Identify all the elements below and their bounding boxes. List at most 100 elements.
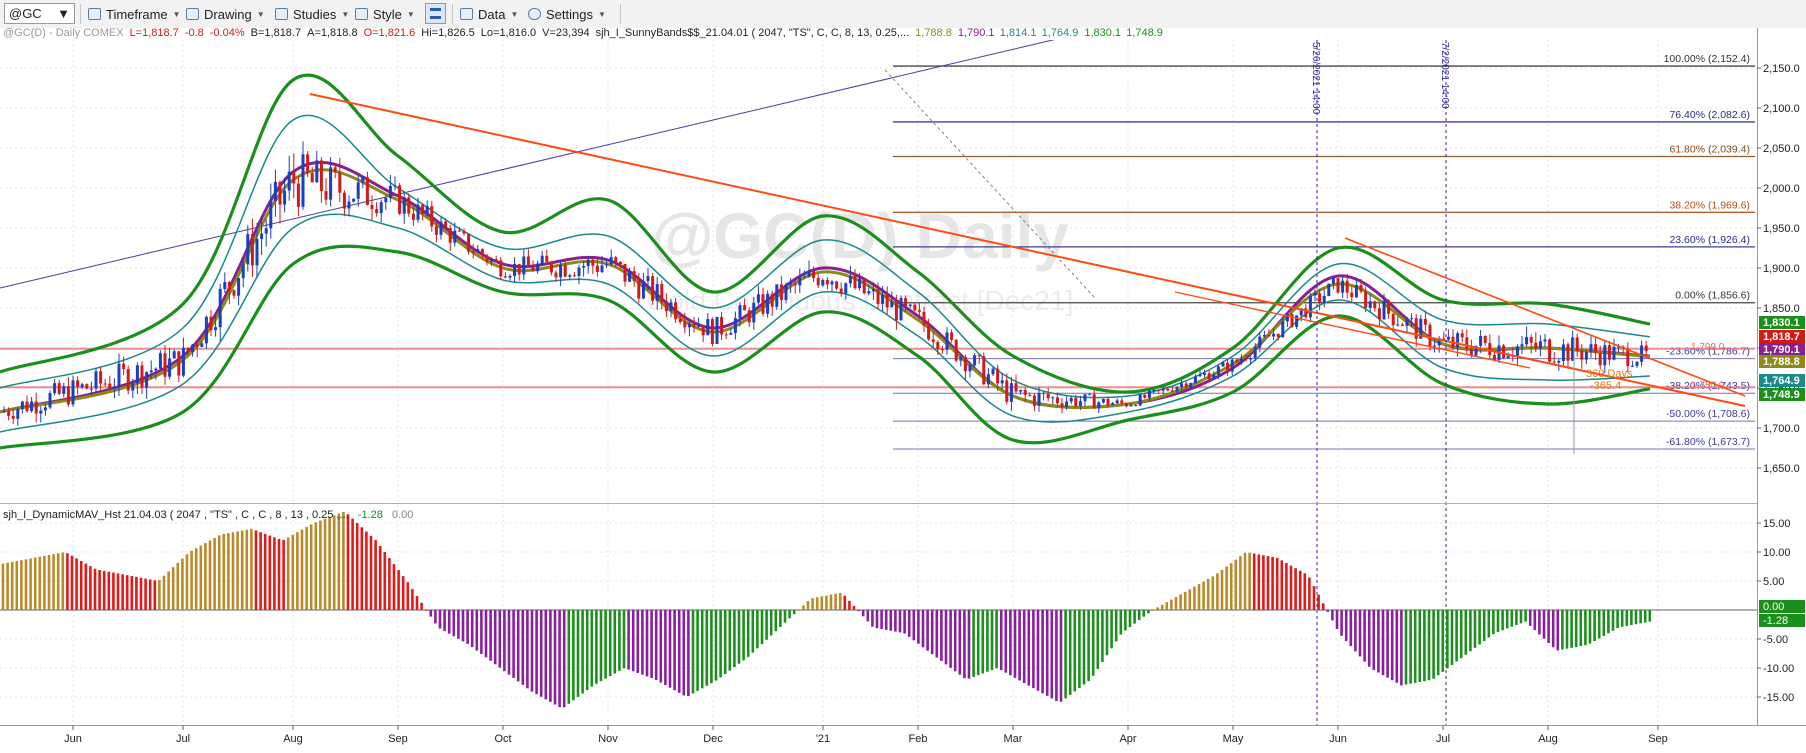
histogram-bar [236, 531, 239, 610]
layout-toggle-button[interactable] [425, 3, 446, 24]
drawing-button[interactable]: Drawing ▼ [186, 4, 265, 24]
price-bar [1488, 343, 1492, 356]
histogram-bar [733, 610, 736, 668]
histogram-bar [549, 610, 552, 702]
timeframe-button[interactable]: Timeframe ▼ [88, 4, 181, 24]
price-bar [1345, 280, 1349, 293]
histogram-bar [176, 562, 180, 610]
price-bar [66, 386, 70, 405]
studies-icon [275, 8, 288, 20]
histogram-bar [1625, 610, 1629, 626]
price-bar [154, 368, 158, 371]
price-bar [103, 383, 107, 385]
price-bars [2, 141, 1648, 426]
histogram-bar [273, 537, 276, 610]
price-bar [1336, 278, 1340, 293]
histogram-bar [378, 546, 382, 610]
histogram-bar [1289, 565, 1293, 610]
price-bar [1078, 401, 1082, 406]
study-value: 1,748.9 [1126, 28, 1163, 39]
histogram-bar [1634, 610, 1638, 625]
price-bar [848, 275, 852, 284]
chevron-down-icon[interactable]: ▼ [57, 6, 70, 21]
chart-canvas[interactable]: @GC(D) Daily Gold Continuous Contract [D… [0, 28, 1806, 753]
histogram-bar [1372, 610, 1376, 670]
price-bar [1299, 308, 1303, 316]
price-bar [434, 226, 438, 235]
time-axis[interactable]: Jun Jul Aug Sep Oct Nov Dec '21 Feb Mar Apr May Jun J… [64, 725, 1668, 745]
indicator-zero-badge-bg [1759, 600, 1805, 613]
price-bar [1598, 352, 1602, 366]
histogram-bar [29, 558, 32, 610]
trend-line-purple [0, 40, 1055, 289]
data-button[interactable]: Data ▼ [460, 4, 518, 24]
price-bar [379, 202, 383, 214]
histogram-bar [217, 535, 221, 610]
histogram-bar [1229, 563, 1233, 610]
histogram-bar [1455, 610, 1458, 662]
price-badge: 1,790.1 [1763, 344, 1800, 356]
time-tick-label: Dec [703, 733, 723, 745]
price-bar [605, 264, 609, 266]
histogram-bar [75, 558, 78, 610]
price-bar [278, 181, 282, 205]
histogram-bar [645, 610, 649, 677]
histogram-bar [815, 597, 819, 610]
price-bar [292, 171, 296, 184]
histogram-bar [1045, 610, 1049, 696]
price-bar [1170, 390, 1174, 392]
histogram-bar [470, 610, 474, 648]
chevron-down-icon: ▼ [341, 9, 350, 19]
histogram-bar [61, 552, 65, 610]
price-bar [733, 318, 737, 334]
histogram-bar [296, 532, 299, 610]
price-bar [1230, 359, 1234, 372]
price-bar [881, 294, 885, 304]
price-bar [388, 185, 392, 198]
indicator-zero-badge: 0.00 [1763, 601, 1784, 613]
histogram-bar [1432, 610, 1435, 679]
histogram-bar [779, 610, 782, 627]
studies-button[interactable]: Studies ▼ [275, 4, 349, 24]
price-bar [747, 310, 751, 323]
price-tick-label: 2,050.0 [1763, 143, 1800, 155]
histogram-bar [595, 610, 598, 684]
histogram-bar [705, 610, 709, 686]
time-tick-label: Feb [909, 733, 928, 745]
price-badge-bg [1759, 316, 1805, 329]
fib-label: -61.80% (1,673.7) [1666, 436, 1750, 448]
band-line [0, 114, 1651, 399]
histogram-bar [1078, 610, 1081, 688]
price-bar [425, 206, 429, 214]
price-bar [1290, 314, 1294, 327]
histogram-bar [802, 605, 805, 610]
price-bar [1428, 324, 1432, 346]
price-bar [7, 411, 11, 416]
symbol-input[interactable]: @GC ▼ [4, 3, 75, 24]
price-bar [531, 265, 535, 272]
price-bar [931, 339, 935, 343]
histogram-bar [1602, 610, 1606, 636]
histogram-bar [1257, 554, 1261, 610]
price-bar [361, 177, 365, 183]
price-bar [1437, 338, 1441, 346]
style-button[interactable]: Style ▼ [355, 4, 415, 24]
price-bar [2, 411, 6, 413]
time-tick-label: Aug [1538, 733, 1558, 745]
price-bar [770, 293, 774, 307]
histogram-bar [608, 610, 612, 677]
price-bar [25, 401, 29, 412]
indicator-header-text: sjh_I_DynamicMAV_Hst 21.04.03 ( 2047 , "… [3, 509, 413, 521]
histogram-bar [305, 527, 308, 610]
price-bar [255, 238, 259, 266]
settings-button[interactable]: Settings ▼ [528, 4, 606, 24]
price-bar [844, 283, 848, 294]
price-bar [793, 283, 797, 286]
price-bar [609, 257, 613, 265]
indicator-axis[interactable]: 15.00 10.00 5.00 -5.00 -10.00 -15.00 [1757, 518, 1794, 704]
horizontal-line-label: 1,750.9 [1691, 380, 1725, 391]
histogram-bar [1165, 602, 1169, 610]
price-bar [1276, 333, 1280, 337]
histogram-bar [691, 610, 695, 694]
price-tick-label: 2,000.0 [1763, 183, 1800, 195]
